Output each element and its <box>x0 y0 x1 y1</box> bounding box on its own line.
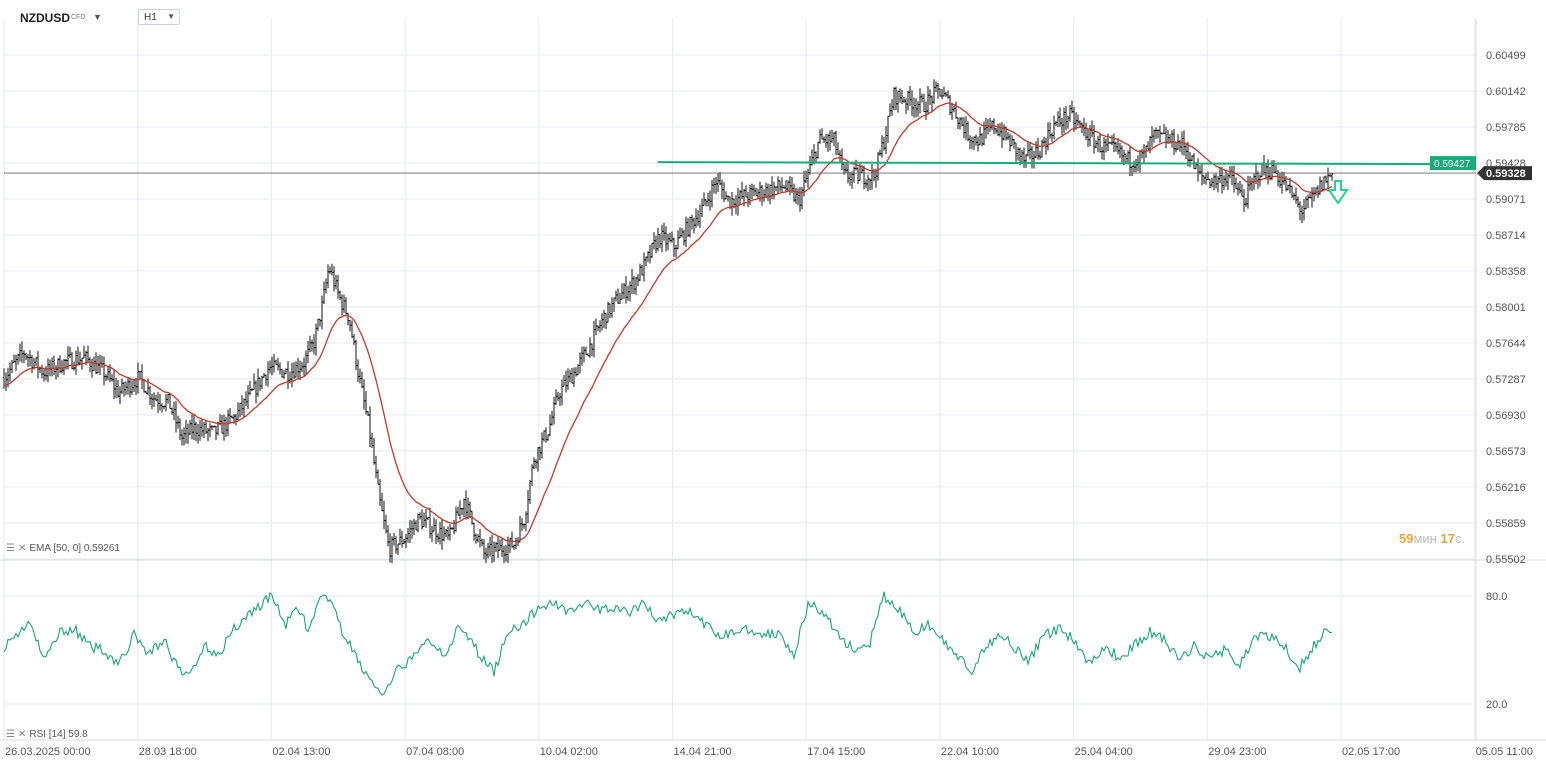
ema-line[interactable] <box>3 102 1333 543</box>
last-price-tag-text: 0.59328 <box>1486 168 1526 180</box>
rsi-indicator-label: ☰ ✕ RSI [14] 59.8 <box>6 729 88 740</box>
timeframe-select[interactable]: H1 ▼ <box>138 9 180 25</box>
level-price-tag-text: 0.59427 <box>1434 159 1471 170</box>
x-tick-label: 29.04 23:00 <box>1208 746 1266 758</box>
last-price-tag: 0.59328 <box>1477 166 1532 181</box>
x-tick-label: 25.04 04:00 <box>1075 746 1133 758</box>
timeframe-value: H1 <box>144 12 157 23</box>
menu-icon[interactable]: ☰ <box>6 543 15 554</box>
rsi-value: 59.8 <box>68 729 88 740</box>
chevron-down-icon: ▼ <box>167 12 175 21</box>
x-tick-label: 17.04 15:00 <box>807 746 865 758</box>
y-tick-label: 0.60142 <box>1486 86 1526 98</box>
rsi-plot[interactable] <box>3 591 1332 696</box>
y-tick-label: 0.60499 <box>1486 50 1526 62</box>
rsi-y-tick-label: 20.0 <box>1486 699 1507 711</box>
y-tick-label: 0.58358 <box>1486 266 1526 278</box>
x-tick-label: 26.03.2025 00:00 <box>5 746 91 758</box>
y-tick-label: 0.58714 <box>1486 230 1526 242</box>
price-plot[interactable] <box>2 79 1476 564</box>
x-tick-label: 22.04 10:00 <box>941 746 999 758</box>
y-tick-label: 0.58001 <box>1486 302 1526 314</box>
grid <box>0 18 1546 741</box>
level-price-tag-bg <box>1430 156 1476 171</box>
y-tick-label: 0.56216 <box>1486 482 1526 494</box>
rsi-y-tick-label: 80.0 <box>1486 591 1507 603</box>
y-tick-label: 0.55502 <box>1486 554 1526 566</box>
rsi-line[interactable] <box>3 591 1332 696</box>
x-tick-label: 02.04 13:00 <box>272 746 330 758</box>
close-icon[interactable]: ✕ <box>17 729 27 740</box>
y-tick-label: 0.56573 <box>1486 446 1526 458</box>
x-tick-label: 05.05 11:00 <box>1476 746 1533 758</box>
y-tick-label: 0.59071 <box>1486 194 1526 206</box>
y-tick-label: 0.59428 <box>1486 158 1526 170</box>
chevron-down-icon[interactable]: ▼ <box>93 12 102 22</box>
axes: 0.59427 0.59328 0.60499 0.60142 0.59785 0.594… <box>5 50 1533 758</box>
close-icon[interactable]: ✕ <box>17 543 27 554</box>
timer-seconds-unit: с. <box>1454 531 1466 546</box>
timer-minutes-unit: мин <box>1413 531 1437 546</box>
symbol-name[interactable]: NZDUSD <box>20 11 70 25</box>
ema-indicator-label: ☰ ✕ EMA [50, 0] 0.59261 <box>6 543 120 554</box>
rsi-name: RSI [14] <box>29 729 66 740</box>
x-tick-label: 02.05 17:00 <box>1342 746 1400 758</box>
x-tick-label: 10.04 02:00 <box>540 746 598 758</box>
x-tick-label: 14.04 21:00 <box>674 746 732 758</box>
y-tick-label: 0.56930 <box>1486 410 1526 422</box>
ema-name: EMA [50, 0] <box>29 543 82 554</box>
symbol-type: CFD <box>71 14 86 21</box>
level-price-tag: 0.59427 <box>1430 156 1476 171</box>
x-tick-label: 07.04 08:00 <box>406 746 464 758</box>
support-level-line[interactable] <box>657 161 1431 166</box>
timer-minutes: 59 <box>1399 531 1414 546</box>
chart-toolbar: NZDUSD CFD ▼ H1 ▼ <box>0 0 420 34</box>
candle-timer: 59мин 17с. <box>1399 531 1465 546</box>
y-tick-label: 0.59785 <box>1486 122 1526 134</box>
y-tick-label: 0.57287 <box>1486 374 1526 386</box>
y-tick-label: 0.57644 <box>1486 338 1526 350</box>
menu-icon[interactable]: ☰ <box>6 729 15 740</box>
last-price-tag-bg <box>1477 166 1532 181</box>
x-tick-label: 28.03 18:00 <box>139 746 197 758</box>
ema-value: 0.59261 <box>83 543 120 554</box>
timer-seconds: 17 <box>1440 531 1455 546</box>
y-tick-label: 0.55859 <box>1486 518 1526 530</box>
arrow-down-icon <box>1327 180 1349 205</box>
